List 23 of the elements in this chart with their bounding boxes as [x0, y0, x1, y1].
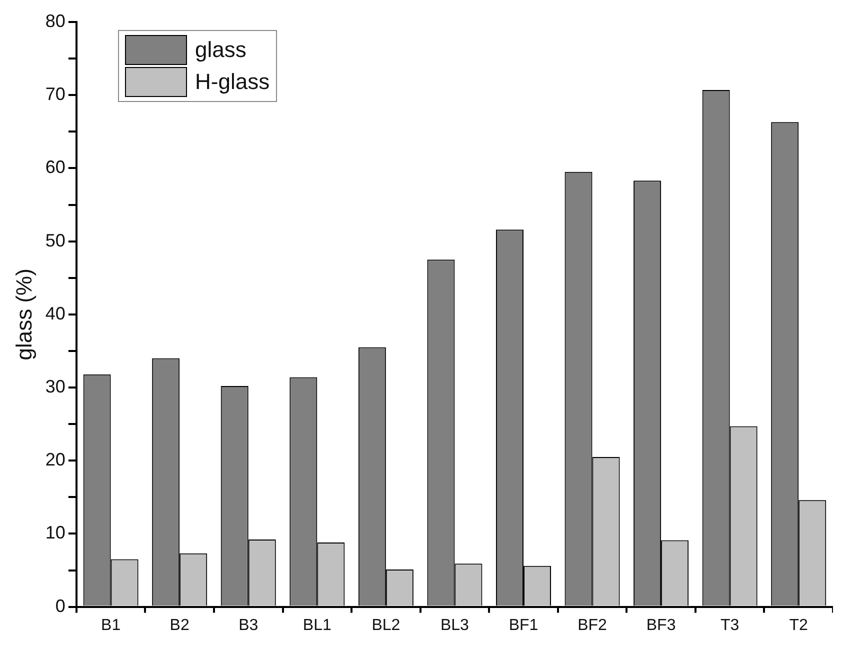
y-tick-label: 50	[45, 230, 66, 250]
legend-label: H-glass	[195, 69, 270, 95]
y-tick-label: 20	[45, 450, 66, 470]
x-tick-label: BF3	[646, 616, 676, 634]
y-tick-label: 0	[55, 596, 66, 616]
y-axis-title: glass (%)	[11, 268, 36, 360]
y-tick-label: 60	[45, 157, 66, 178]
x-tick-label: BF2	[578, 616, 608, 634]
x-tick-label: BL3	[440, 616, 470, 634]
y-tick-label: 40	[45, 303, 66, 324]
y-tick-label: 70	[45, 84, 66, 104]
y-tick-label: 30	[45, 376, 66, 396]
x-tick-label: BF1	[508, 616, 538, 634]
y-tick-label: 10	[45, 522, 66, 543]
legend-label: glass	[195, 37, 246, 63]
x-tick-label: B3	[238, 616, 258, 634]
x-tick-label: BL1	[302, 616, 332, 634]
x-tick-label: B1	[101, 616, 121, 634]
x-tick-label: BL2	[372, 616, 400, 634]
x-tick-label: T3	[720, 616, 740, 634]
x-tick-label: T2	[789, 616, 808, 634]
y-tick-label: 80	[45, 10, 66, 31]
x-tick-label: B2	[170, 616, 190, 634]
